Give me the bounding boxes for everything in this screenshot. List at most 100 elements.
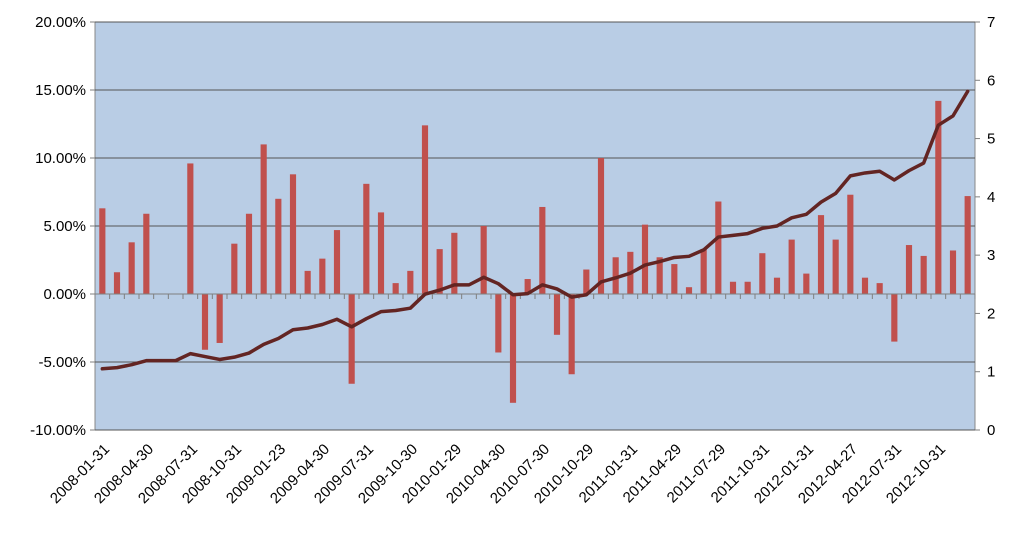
line-point bbox=[731, 234, 735, 237]
line-point bbox=[937, 123, 940, 127]
line-point bbox=[145, 359, 148, 362]
line-point bbox=[687, 255, 691, 258]
bar bbox=[304, 270, 311, 294]
y-right-tick-label: 7 bbox=[987, 14, 995, 31]
bar bbox=[759, 253, 766, 294]
line-point bbox=[599, 280, 603, 284]
bar bbox=[509, 294, 517, 403]
y-right-tick-label: 1 bbox=[987, 364, 995, 381]
y-left-tick-label: 0.00% bbox=[43, 286, 86, 303]
bar bbox=[744, 281, 751, 294]
line-point bbox=[819, 200, 823, 204]
line-point bbox=[614, 276, 617, 280]
bar bbox=[289, 174, 297, 294]
y-left-tick-label: 15.00% bbox=[35, 82, 86, 99]
y-left-tick-label: 5.00% bbox=[43, 218, 86, 235]
bar-series bbox=[99, 100, 971, 403]
line-point bbox=[497, 282, 500, 285]
line-point bbox=[570, 295, 573, 299]
line-point bbox=[673, 256, 676, 259]
y-right-tick-label: 4 bbox=[987, 189, 995, 206]
bar bbox=[201, 294, 209, 350]
bar bbox=[583, 269, 590, 294]
y-right-tick-label: 6 bbox=[987, 72, 995, 89]
bar bbox=[436, 249, 443, 294]
line-point bbox=[805, 213, 808, 216]
line-point bbox=[101, 367, 104, 370]
bar bbox=[641, 224, 649, 294]
bar bbox=[187, 163, 194, 294]
bar bbox=[451, 232, 458, 294]
bar bbox=[319, 258, 326, 294]
bar bbox=[348, 294, 355, 384]
line-point bbox=[218, 358, 221, 361]
bar bbox=[421, 125, 429, 294]
line-point bbox=[922, 161, 925, 165]
line-point bbox=[409, 306, 412, 310]
line-point bbox=[394, 309, 397, 312]
line-point bbox=[878, 170, 881, 173]
line-point bbox=[717, 235, 720, 239]
bar bbox=[685, 287, 693, 294]
y-left-tick-label: -5.00% bbox=[38, 354, 86, 371]
y-left-tick-label: 10.00% bbox=[35, 150, 86, 167]
bar bbox=[231, 243, 238, 294]
y-right-tick-label: 5 bbox=[987, 131, 995, 148]
bar bbox=[407, 270, 414, 294]
line-point bbox=[849, 174, 852, 178]
bar bbox=[847, 194, 854, 294]
bar bbox=[99, 208, 106, 294]
y-right-tick-label: 0 bbox=[987, 422, 995, 439]
line-point bbox=[189, 352, 192, 355]
bar bbox=[143, 213, 150, 294]
bar bbox=[216, 294, 223, 343]
bar bbox=[729, 281, 737, 294]
line-point bbox=[702, 248, 705, 252]
line-point bbox=[658, 260, 661, 263]
bar bbox=[333, 230, 341, 294]
line-point bbox=[159, 359, 163, 362]
line-point bbox=[951, 114, 955, 118]
line-point bbox=[306, 326, 309, 330]
line-point bbox=[585, 293, 588, 296]
bar bbox=[700, 249, 707, 294]
bar bbox=[817, 215, 825, 294]
bar bbox=[920, 255, 927, 294]
bar bbox=[275, 198, 282, 294]
bar bbox=[876, 283, 883, 294]
bar bbox=[553, 294, 561, 335]
bar bbox=[480, 226, 487, 294]
bar bbox=[949, 250, 957, 294]
gridlines bbox=[95, 21, 975, 431]
line-point bbox=[790, 216, 793, 220]
y-left-tick-label: -10.00% bbox=[30, 422, 86, 439]
bar bbox=[539, 206, 546, 294]
line-point bbox=[174, 359, 177, 362]
line-point bbox=[541, 283, 544, 287]
line-point bbox=[291, 328, 295, 331]
line-point bbox=[893, 178, 896, 182]
bar bbox=[832, 239, 839, 294]
line-point bbox=[966, 90, 969, 93]
line-point bbox=[775, 224, 779, 228]
line-point bbox=[438, 288, 441, 292]
line-point bbox=[907, 169, 911, 172]
line-point bbox=[233, 355, 236, 359]
y-right-tick-label: 3 bbox=[987, 247, 995, 264]
bar bbox=[260, 144, 267, 294]
bar bbox=[363, 183, 370, 294]
line-point bbox=[365, 317, 368, 320]
bar bbox=[861, 277, 869, 294]
bar bbox=[568, 294, 575, 375]
line-point bbox=[321, 323, 324, 326]
line-point bbox=[761, 227, 764, 230]
line-point bbox=[350, 325, 353, 329]
line-point bbox=[115, 366, 119, 369]
line-point bbox=[643, 263, 647, 267]
bar bbox=[773, 277, 781, 294]
line-point bbox=[277, 337, 280, 340]
bar bbox=[495, 294, 502, 353]
line-point bbox=[130, 363, 133, 366]
bar bbox=[612, 257, 619, 294]
